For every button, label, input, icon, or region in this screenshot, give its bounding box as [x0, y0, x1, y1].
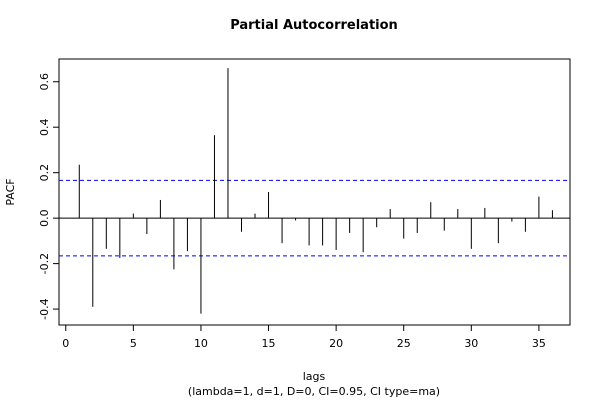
x-axis: 0 5 10 15 20 25 30 35 — [62, 325, 546, 350]
chart-subtitle: (lambda=1, d=1, D=0, CI=0.95, CI type=ma… — [188, 385, 440, 398]
plot-frame — [58, 58, 571, 326]
x-tick-label: 0 — [62, 337, 69, 350]
y-axis: -0.4 -0.2 0.0 0.2 0.4 0.6 — [38, 73, 59, 320]
x-tick-label: 30 — [464, 337, 478, 350]
x-tick-label: 10 — [194, 337, 208, 350]
y-tick-label: 0.6 — [38, 73, 51, 91]
x-tick-label: 20 — [329, 337, 343, 350]
pacf-bars — [78, 68, 553, 314]
y-tick-label: 0.2 — [38, 164, 51, 182]
y-tick-label: -0.2 — [38, 253, 51, 274]
x-tick-label: 25 — [397, 337, 411, 350]
y-tick-label: -0.4 — [38, 298, 51, 319]
x-axis-label: lags — [303, 370, 326, 383]
x-tick-label: 15 — [262, 337, 276, 350]
y-tick-label: 0.0 — [38, 209, 51, 227]
y-axis-label: PACF — [4, 178, 17, 205]
y-tick-label: 0.4 — [38, 118, 51, 136]
x-tick-label: 35 — [532, 337, 546, 350]
x-tick-label: 5 — [130, 337, 137, 350]
chart-title: Partial Autocorrelation — [230, 18, 398, 33]
confidence-lines — [59, 179, 570, 257]
